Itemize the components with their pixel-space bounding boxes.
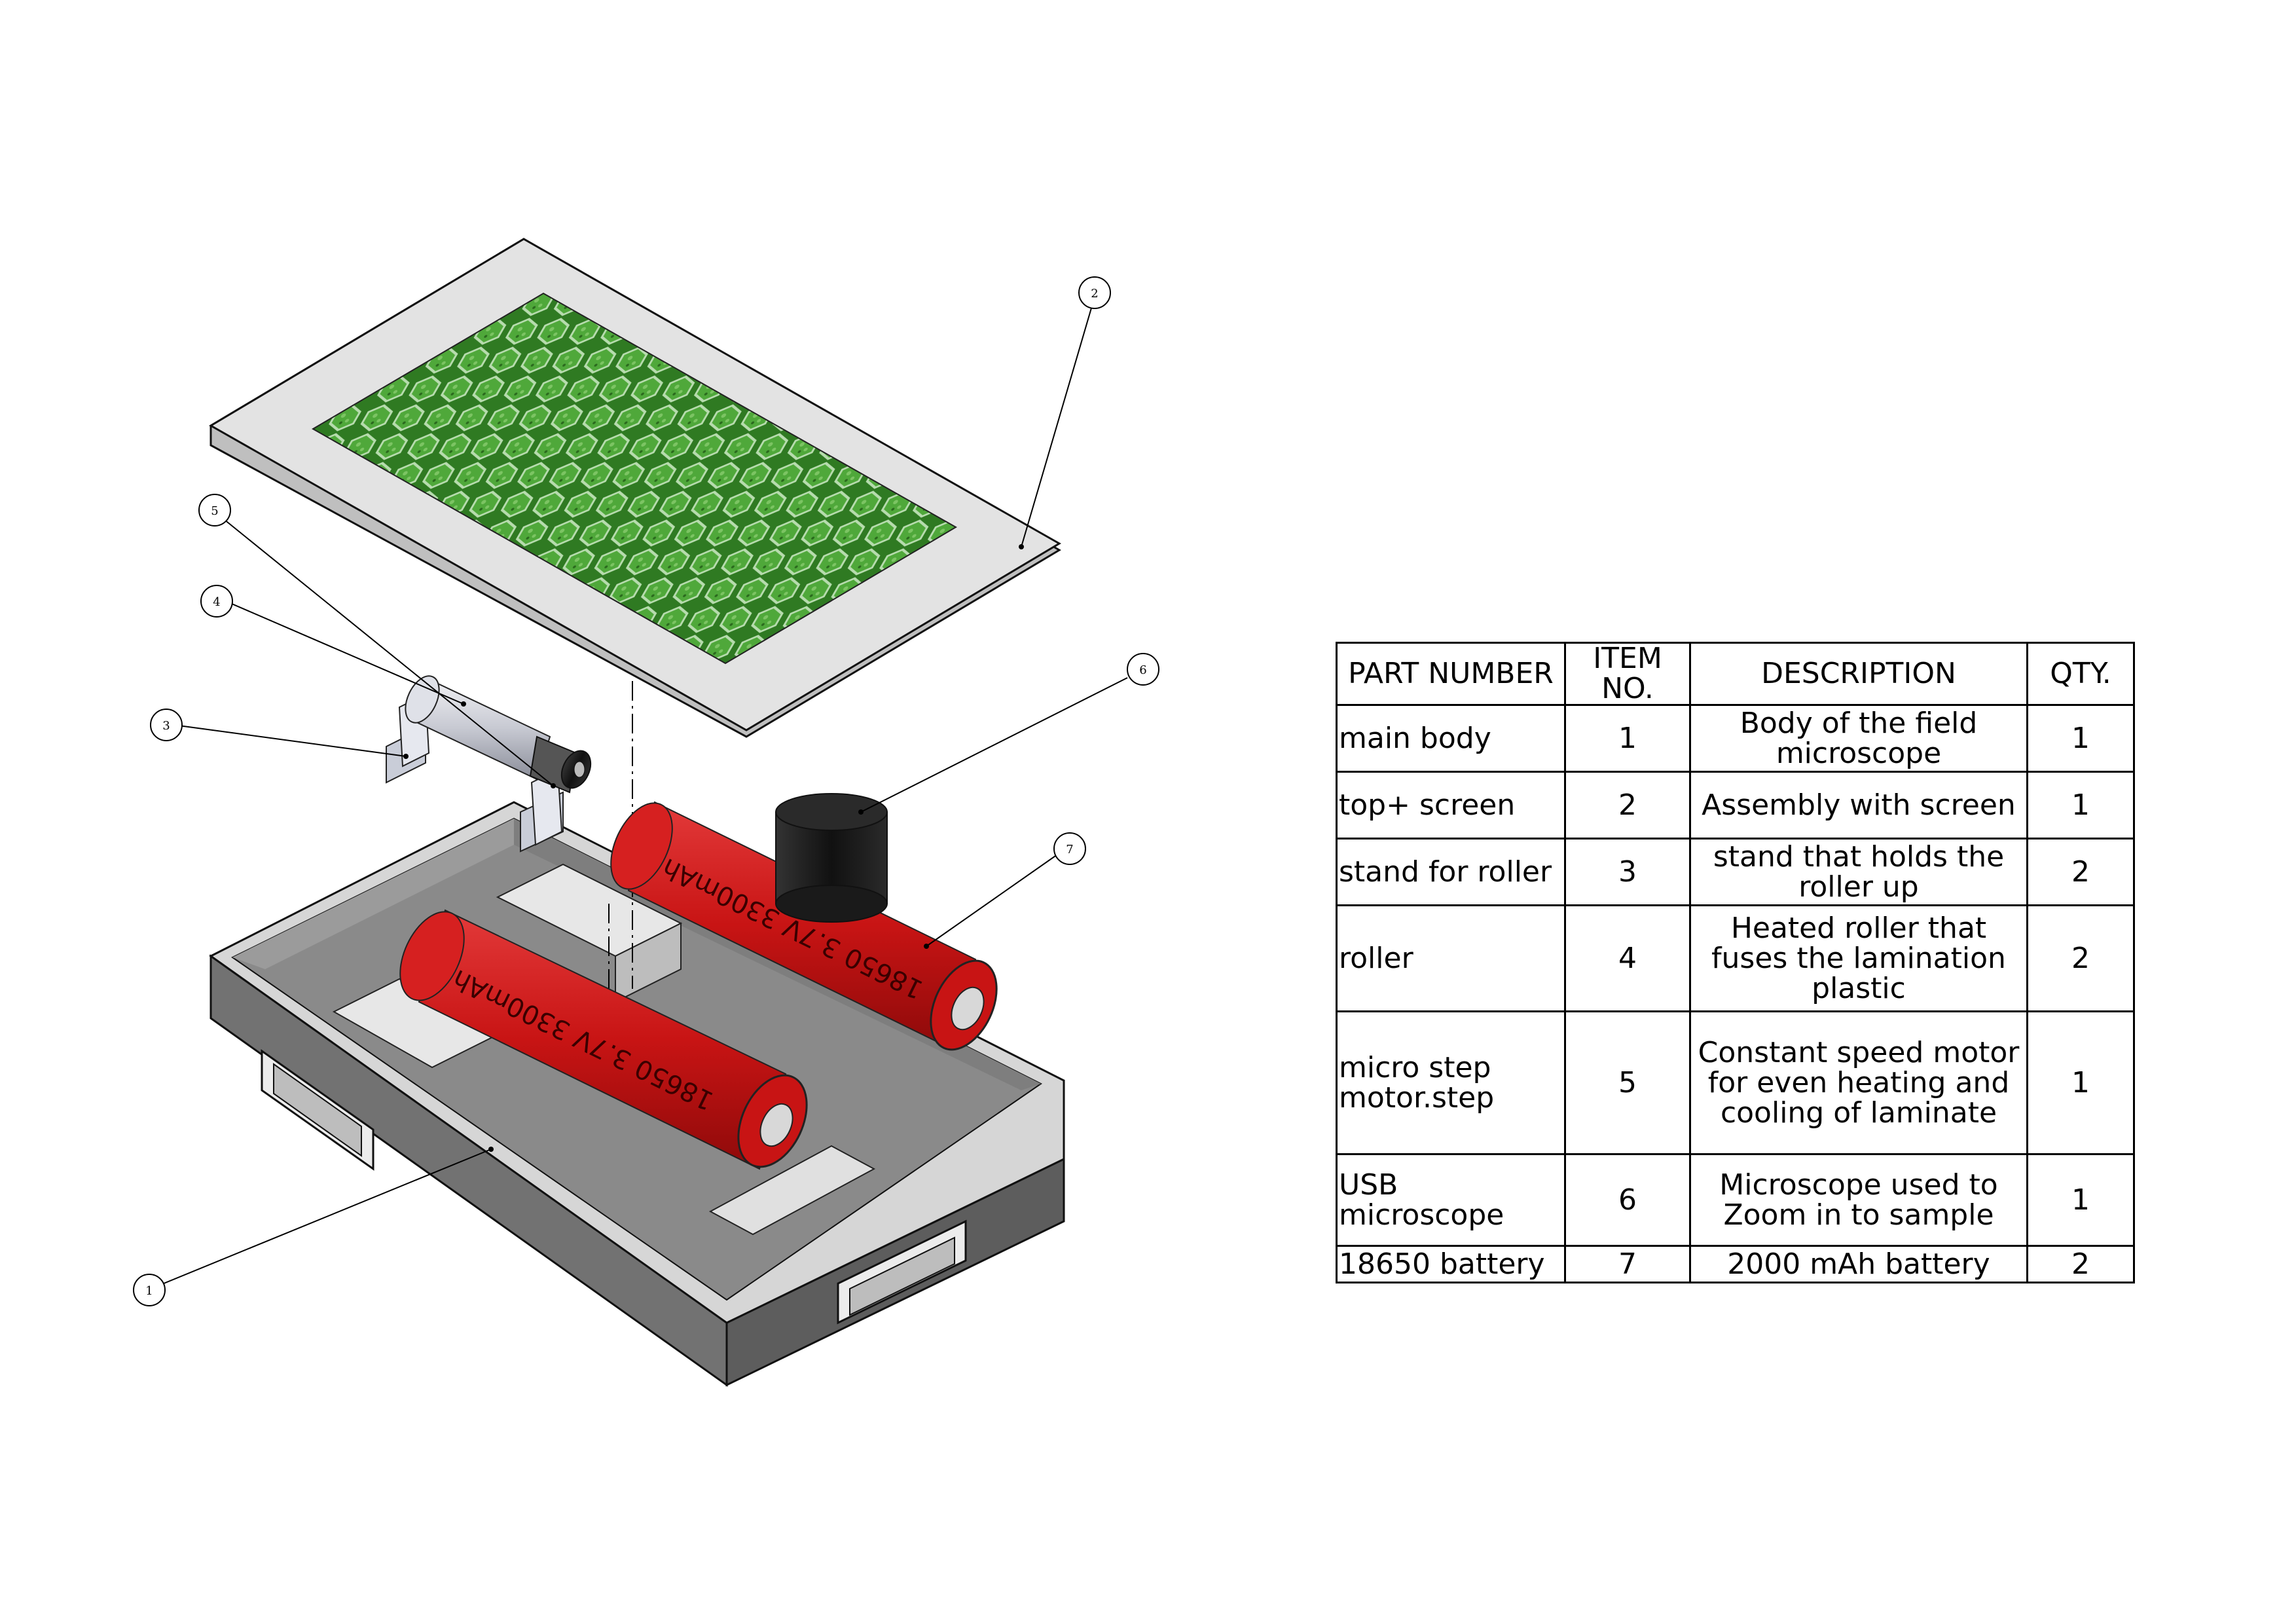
leader-1: [160, 1149, 492, 1285]
leader-6: [860, 677, 1128, 813]
cell-description: Constant speed motor for even heating an…: [1689, 1010, 2028, 1155]
cell-item-no: 6: [1564, 1153, 1691, 1247]
svg-text:5: 5: [211, 504, 218, 518]
cell-item-no: 4: [1564, 904, 1691, 1012]
balloon-5: 5: [198, 494, 231, 526]
table-row: main body 1 Body of the field microscope…: [1336, 704, 2135, 773]
svg-text:2: 2: [1091, 287, 1098, 301]
leader-5: [223, 519, 554, 786]
cell-item-no: 1: [1564, 704, 1691, 773]
inner-block-c: [708, 1145, 876, 1236]
balloon-callouts: [160, 305, 1128, 1285]
balloons: 1 2 3 4 5 6 7: [133, 276, 1159, 1306]
header-part-number: PART NUMBER: [1336, 642, 1566, 706]
cell-item-no: 2: [1564, 771, 1691, 840]
cell-part-number: top+ screen: [1336, 771, 1566, 840]
cell-part-number: stand for roller: [1336, 838, 1566, 906]
balloon-2: 2: [1078, 276, 1111, 309]
svg-text:6: 6: [1139, 663, 1146, 677]
leader-4: [227, 601, 464, 705]
table-row: USB microscope 6 Microscope used to Zoom…: [1336, 1153, 2135, 1247]
cell-item-no: 3: [1564, 838, 1691, 906]
cell-qty: 2: [2026, 1245, 2135, 1283]
right-handle-cutout-inner: [849, 1236, 955, 1316]
svg-text:7: 7: [1066, 843, 1073, 857]
header-qty: QTY.: [2026, 642, 2135, 706]
cell-part-number: main body: [1336, 704, 1566, 773]
alignment-centerlines: [608, 681, 633, 995]
svg-text:3: 3: [162, 719, 170, 733]
balloon-7: 7: [1053, 832, 1086, 865]
header-item-no: ITEM NO.: [1564, 642, 1691, 706]
table-row: roller 4 Heated roller that fuses the la…: [1336, 904, 2135, 1012]
balloon-3: 3: [150, 709, 183, 741]
battery-front-cap-left: [399, 911, 465, 1001]
cell-description: Microscope used to Zoom in to sample: [1689, 1153, 2028, 1247]
battery-rear-terminal-inner: [951, 986, 985, 1031]
cell-description: stand that holds the roller up: [1689, 838, 2028, 906]
cell-item-no: 7: [1564, 1245, 1691, 1283]
cell-description: Body of the field microscope: [1689, 704, 2028, 773]
balloon-dots: [403, 544, 1024, 1152]
roller-motor-assembly: [405, 675, 592, 794]
cell-qty: 1: [2026, 771, 2135, 840]
leader-3: [178, 725, 407, 757]
cell-qty: 1: [2026, 1010, 2135, 1155]
cell-description: 2000 mAh battery: [1689, 1245, 2028, 1283]
cell-item-no: 5: [1564, 1010, 1691, 1155]
bom-header-row: PART NUMBER ITEM NO. DESCRIPTION QTY.: [1336, 642, 2135, 706]
motor-shaft-end: [574, 761, 585, 778]
left-handle-cutout-inner: [273, 1063, 362, 1157]
table-row: 18650 battery 7 2000 mAh battery 2: [1336, 1245, 2135, 1283]
balloon-6: 6: [1127, 653, 1159, 686]
microscope-bottom: [775, 885, 888, 923]
header-description: DESCRIPTION: [1689, 642, 2028, 706]
table-row: stand for roller 3 stand that holds the …: [1336, 838, 2135, 906]
roller-end-cap: [405, 675, 440, 724]
svg-text:1: 1: [145, 1284, 153, 1298]
microscope-top: [775, 793, 888, 831]
cell-qty: 1: [2026, 704, 2135, 773]
box-inner-wall-left: [232, 819, 514, 969]
balloon-4: 4: [200, 585, 233, 618]
cell-part-number: 18650 battery: [1336, 1245, 1566, 1283]
leader-7: [926, 854, 1058, 947]
cell-part-number: USB microscope: [1336, 1153, 1566, 1247]
cell-qty: 1: [2026, 1153, 2135, 1247]
cell-part-number: roller: [1336, 904, 1566, 1012]
battery-front-terminal-inner: [759, 1103, 793, 1147]
cell-qty: 2: [2026, 838, 2135, 906]
screen-display: [312, 292, 957, 665]
cell-part-number: micro step motor.step: [1336, 1010, 1566, 1155]
cell-qty: 2: [2026, 904, 2135, 1012]
table-row: top+ screen 2 Assembly with screen 1: [1336, 771, 2135, 840]
top-screen-assembly: [209, 238, 1061, 738]
balloon-1: 1: [133, 1274, 166, 1306]
battery-rear-cap-left: [610, 802, 673, 890]
usb-microscope: [775, 793, 888, 923]
cell-description: Heated roller that fuses the lamination …: [1689, 904, 2028, 1012]
table-row: micro step motor.step 5 Constant speed m…: [1336, 1010, 2135, 1155]
bill-of-materials-table: PART NUMBER ITEM NO. DESCRIPTION QTY. ma…: [1336, 642, 2135, 1283]
cell-description: Assembly with screen: [1689, 771, 2028, 840]
svg-text:4: 4: [213, 595, 220, 609]
leader-2: [1021, 305, 1093, 547]
